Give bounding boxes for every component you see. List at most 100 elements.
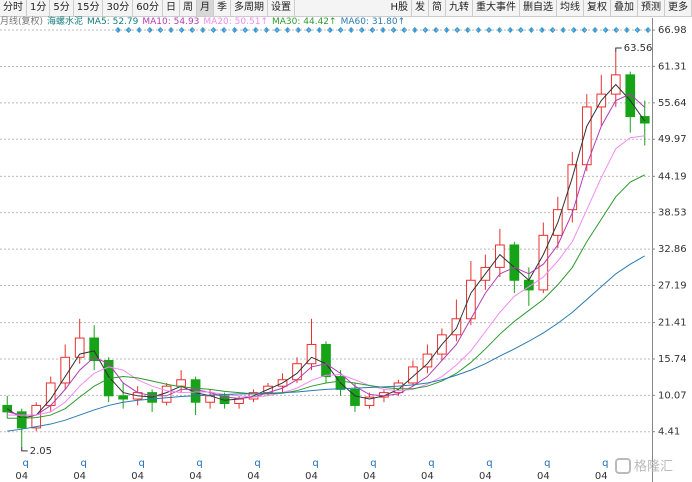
y-tick-label: 49.97 [658,134,687,145]
period-label: 月线(复权) [0,17,44,27]
watermark-logo [615,458,631,474]
event-marker: q [544,458,550,469]
event-marker: q [196,458,202,469]
period-button[interactable]: 月 [196,0,214,16]
event-diamond [464,27,471,33]
x-tick-label: 04 [131,471,144,482]
x-tick-label: 04 [73,471,86,482]
spacer [295,0,388,16]
candle-body [495,244,505,268]
toolbar: 分时 1分 5分 15分 30分 60分日周月季多周期 设置 H股发简九转 重大事件 删自选 均线复… [0,0,692,17]
candle-body [118,395,129,400]
event-diamond [496,27,503,33]
candle-body [306,343,317,365]
candle-body [393,382,404,394]
tool-button[interactable]: H股 [387,0,412,16]
ma-line [7,174,645,419]
y-tick-label: 38.53 [658,208,687,219]
event-diamond [316,27,323,33]
x-tick-label: 04 [479,471,492,482]
x-tick-label: 04 [537,471,550,482]
y-tick-label: 4.41 [658,427,680,438]
event-marker: q [23,458,29,469]
event-diamond [231,27,238,33]
candle-body [176,379,186,387]
event-diamond [411,27,418,33]
x-tick-label: 04 [595,471,608,482]
candle-body [509,244,520,281]
x-tick-label: 04 [247,471,260,482]
tool-button[interactable]: 九转 [446,0,473,16]
max-pointer [615,47,622,53]
tool-button[interactable]: 复权 [584,0,611,16]
stock-name: 海螺水泥 [47,17,84,27]
tool-button[interactable]: 重大事件 [473,0,520,16]
period-button[interactable]: 5分 [50,0,74,16]
event-diamond [475,27,482,33]
x-tick-label: 04 [363,471,376,482]
period-button[interactable]: 多周期 [231,0,268,16]
tool-button[interactable]: 更多 [665,0,692,16]
min-pointer [21,446,28,452]
x-tick-label: 04 [305,471,318,482]
candle-body [2,404,13,413]
ma-line [7,93,646,416]
y-tick-label: 55.64 [658,98,687,109]
event-diamond [592,27,598,33]
candle-body [422,353,433,368]
ma-legend: MA5: 52.79 [87,17,139,27]
period-button[interactable]: 30分 [103,0,134,16]
event-marker: q [254,458,260,469]
event-marker: q [370,458,376,469]
x-tick-label: 04 [15,471,28,482]
period-button[interactable]: 1分 [27,0,51,16]
event-diamond [380,27,386,33]
event-marker: q [428,458,434,469]
watermark: 格隆汇 [634,459,673,475]
event-diamond [507,27,514,33]
tool-button[interactable]: 预测 [638,0,665,16]
event-diamond [623,27,630,33]
tool-button[interactable]: 发 [412,0,429,16]
y-tick-label: 15.74 [658,354,687,365]
event-marker: q [486,458,492,469]
ma-legend: MA20: 50.51↑ [203,17,268,27]
period-button[interactable]: 60分 [133,0,163,16]
period-button[interactable]: 季 [214,0,231,16]
x-tick-label: 04 [421,471,434,482]
candle-body [89,337,100,362]
ma-legend: MA60: 31.80↑ [340,17,406,27]
event-diamond [263,27,270,33]
max-label: 63.56 [624,43,653,54]
candle-body [60,356,71,384]
candle-body [639,116,650,124]
event-diamond [443,27,450,33]
candle-body [350,388,360,406]
candle-body [364,396,375,406]
event-marker: q [602,458,608,469]
period-button[interactable]: 周 [180,0,197,16]
event-marker: q [312,458,318,469]
candle-body [408,366,418,384]
tool-button[interactable]: 删自选 [520,0,557,16]
ma-legend: MA30: 44.42↑ [271,17,337,27]
event-diamond [252,27,259,33]
event-diamond [348,27,355,33]
ma-line [7,255,646,432]
event-diamond [528,27,535,33]
period-button[interactable]: 日 [163,0,180,16]
y-tick-label: 27.19 [658,280,687,291]
period-button[interactable]: 设置 [268,0,295,16]
ma-legend: MA10: 54.93 [142,17,200,27]
ma-line [7,135,645,416]
tool-button[interactable]: 均线 [557,0,584,16]
tool-button[interactable]: 叠加 [611,0,638,16]
event-diamond [168,27,174,33]
period-button[interactable]: 15分 [74,0,104,16]
period-button[interactable]: 分时 [0,0,27,16]
min-label: 2.05 [30,446,52,457]
legend: 月线(复权) 海螺水泥 MA5: 52.79 MA10: 54.93 MA20: 5… [0,17,405,28]
tool-button[interactable]: 简 [429,0,446,16]
candle-body [567,164,578,211]
